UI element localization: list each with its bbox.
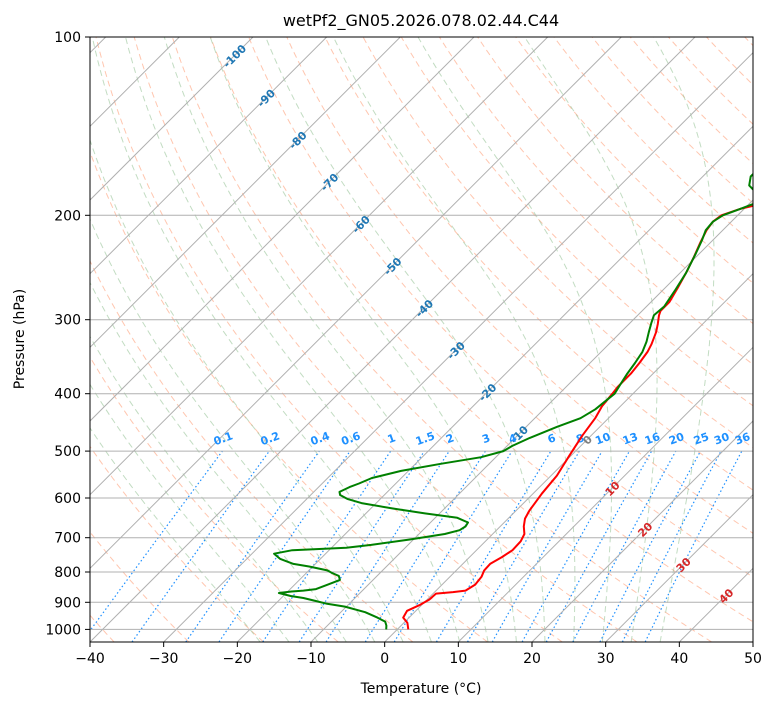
moist-adiabat: [90, 383, 290, 642]
mixing-ratio-label: 0.6: [340, 429, 363, 448]
x-tick-label: −10: [296, 651, 326, 667]
dry-adiabat: [515, 37, 753, 284]
moist-adiabat: [91, 37, 432, 642]
mixing-ratio-label: 13: [621, 430, 640, 447]
mixing-ratio-label: 20: [667, 430, 686, 448]
x-tick-label: −30: [149, 651, 179, 667]
x-tick-label: 50: [744, 651, 762, 667]
mixing-ratio-line: [218, 450, 351, 642]
moist-adiabat: [90, 138, 404, 642]
mixing-ratio-label: 1.5: [414, 429, 437, 448]
isotherm-line: [384, 272, 753, 642]
y-tick-label: 400: [54, 387, 81, 403]
y-axis: 100 200 300 400 500 600 700 800 900 1000: [45, 30, 90, 638]
isotherm-line: [90, 37, 475, 422]
moist-adiabat: [524, 37, 658, 642]
dry-adiabat: [286, 37, 753, 534]
x-tick-label: 10: [449, 651, 467, 667]
isotherm-line: [457, 346, 753, 642]
mixing-ratio-label: 4: [507, 431, 519, 446]
moist-adiabat: [332, 37, 576, 642]
y-tick-label: 800: [54, 565, 81, 581]
mixing-ratio-label: 0.4: [309, 429, 332, 448]
dry-adiabat: [90, 445, 264, 642]
mixing-ratio-label: 2: [444, 431, 456, 446]
x-tick-label: 20: [523, 651, 541, 667]
dry-adiabat: [171, 37, 712, 642]
x-tick-label: 40: [670, 651, 688, 667]
moist-adiabat: [90, 335, 319, 642]
y-tick-label: 100: [54, 30, 81, 46]
mixing-ratio-line: [393, 450, 513, 642]
isotherm-line: [236, 125, 753, 642]
y-axis-title: Pressure (hPa): [12, 289, 28, 389]
mixing-ratio-line: [185, 450, 320, 642]
mixing-ratio-line: [572, 450, 677, 642]
y-tick-label: 1000: [45, 622, 81, 638]
moist-adiabat: [90, 217, 376, 642]
moist-adiabat: [417, 37, 612, 642]
chart-title: wetPf2_GN05.2026.078.02.44.C44: [283, 11, 559, 31]
mixing-ratio-line: [644, 450, 743, 642]
mixing-ratio-line: [262, 450, 392, 642]
profile-lines: [273, 172, 753, 630]
isotherm-line: [163, 51, 753, 642]
mixing-ratio-label: 1: [386, 431, 398, 446]
mixing-ratio-label: 0.2: [259, 429, 282, 448]
isotherm-line: [90, 37, 622, 570]
dewpoint-line: [273, 172, 753, 630]
plot-frame: [89, 36, 754, 643]
isotherm-line: [90, 37, 254, 201]
x-tick-label: 30: [597, 651, 615, 667]
y-tick-label: 200: [54, 208, 81, 224]
mixing-ratio-line: [521, 450, 631, 642]
mixing-ratio-label: 16: [643, 430, 662, 448]
moist-adiabat: [125, 37, 461, 642]
dry-adiabat: [90, 356, 339, 642]
isotherm-line: [605, 493, 753, 642]
mixing-ratio-label: 0.1: [212, 429, 235, 448]
x-tick-label: 0: [380, 651, 389, 667]
moist-adiabat: [209, 37, 517, 642]
y-tick-label: 300: [54, 313, 81, 329]
isotherm-line: [90, 37, 401, 349]
x-axis: −40 −30 −20 −10 0 10 20 30 40 50: [75, 642, 762, 667]
mixing-ratio-label: 25: [692, 430, 711, 447]
dry-adiabat: [210, 37, 753, 623]
x-tick-label: −40: [75, 651, 105, 667]
dry-adiabat: [95, 37, 563, 642]
mixing-ratio-label: 3: [480, 431, 492, 446]
mixing-ratio-label: 36: [733, 430, 752, 448]
isotherm-line: [531, 420, 753, 642]
y-tick-label: 500: [54, 444, 81, 460]
mixing-ratio-label: 30: [712, 430, 731, 448]
mixing-ratio-labels: 0.1 0.2 0.4 0.6 1 1.5 2 3 4 6 8 10 13 16 20 25 30 36: [212, 429, 753, 448]
y-tick-label: 900: [54, 595, 81, 611]
mixing-ratio-line: [131, 450, 270, 642]
x-axis-title: Temperature (°C): [360, 681, 482, 697]
isotherm-line: [90, 37, 549, 496]
y-tick-label: 600: [54, 491, 81, 507]
temperature-line: [402, 204, 753, 630]
isotherm-line: [310, 199, 753, 642]
mixing-ratio-line: [545, 450, 653, 642]
dry-adiabat: [324, 37, 753, 491]
mixing-ratio-line: [325, 450, 450, 642]
isotherm-line: [90, 37, 328, 275]
mixing-ratio-line: [298, 450, 425, 642]
moist-adiabat: [265, 37, 546, 642]
y-tick-label: 700: [54, 531, 81, 547]
isotherm-line: [90, 37, 696, 642]
moist-adiabat: [163, 37, 489, 642]
dry-adiabat: [90, 259, 414, 642]
mixing-ratio-label: 6: [546, 431, 558, 446]
mixing-ratio-line: [90, 450, 223, 632]
moist-adiabat: [90, 427, 261, 642]
x-tick-label: −20: [223, 651, 253, 667]
moist-adiabat: [90, 281, 347, 642]
dry-adiabat: [248, 37, 753, 578]
mixing-ratio-label: 10: [593, 430, 612, 448]
moist-adiabat: [653, 37, 715, 642]
